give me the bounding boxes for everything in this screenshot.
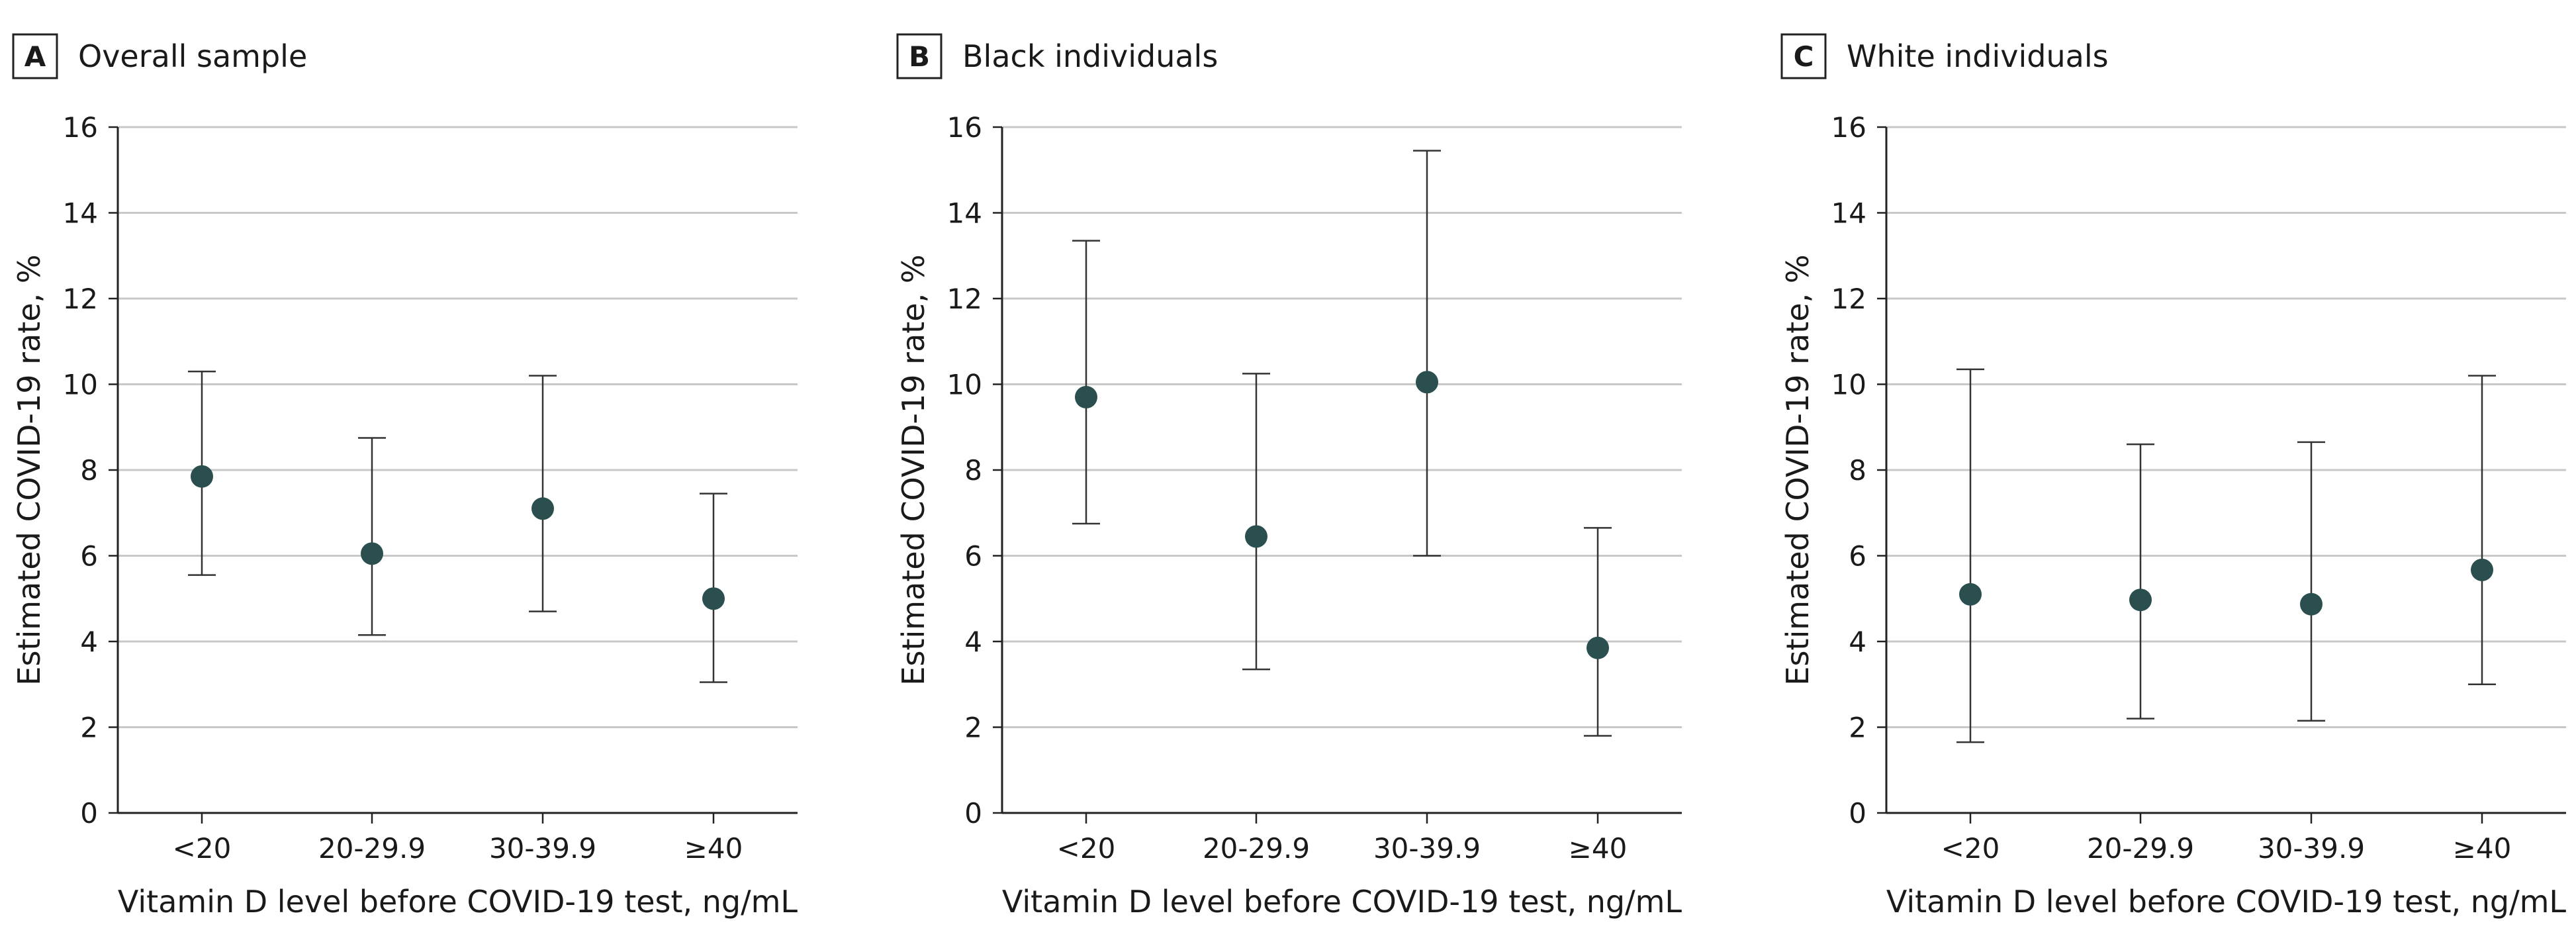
y-tick-label: 2 <box>1849 712 1866 744</box>
y-tick-label: 6 <box>964 540 982 573</box>
data-point <box>531 497 554 520</box>
x-tick-label: 20-29.9 <box>318 832 426 865</box>
x-tick-label: 30-39.9 <box>489 832 596 865</box>
data-point <box>1245 525 1267 548</box>
y-axis-label: Estimated COVID-19 rate, % <box>11 254 47 685</box>
x-tick-label: <20 <box>173 832 232 865</box>
panel-letter: C <box>1794 40 1814 73</box>
y-tick-label: 4 <box>80 626 98 658</box>
panel-letter-box <box>896 33 943 79</box>
x-tick-label: 20-29.9 <box>2087 832 2194 865</box>
x-tick-label: ≥40 <box>2453 832 2512 865</box>
x-tick-label: <20 <box>1941 832 2000 865</box>
chart-panel-b: B Black individuals 0 2 4 6 8 10 12 14 16 <20 20-29.… <box>896 33 1682 920</box>
y-tick-label: 14 <box>1831 197 1866 230</box>
y-tick-label: 6 <box>1849 540 1866 573</box>
y-tick-label: 10 <box>947 369 982 401</box>
y-tick-label: 4 <box>1849 626 1866 658</box>
data-point <box>1075 385 1097 408</box>
y-tick-label: 6 <box>80 540 98 573</box>
y-tick-label: 0 <box>964 797 982 829</box>
y-tick-label: 0 <box>80 797 98 829</box>
data-point <box>191 465 213 488</box>
y-tick-label: 8 <box>80 454 98 487</box>
chart-panel-a: A Overall sample 0 2 4 6 8 10 12 14 16 <20 20-29.9 30… <box>11 33 798 920</box>
y-axis-label: Estimated COVID-19 rate, % <box>896 254 931 685</box>
panel-title: White individuals <box>1847 38 2109 74</box>
y-tick-label: 12 <box>1831 283 1866 315</box>
y-tick-label: 8 <box>1849 454 1866 487</box>
x-axis-label: Vitamin D level before COVID-19 test, ng… <box>1002 884 1682 920</box>
y-tick-label: 10 <box>63 369 98 401</box>
x-axis-label: Vitamin D level before COVID-19 test, ng… <box>118 884 798 920</box>
panel-letter: B <box>909 40 930 73</box>
data-point <box>2471 558 2493 581</box>
data-point <box>702 587 725 610</box>
data-point <box>1416 371 1438 394</box>
y-tick-label: 16 <box>63 111 98 144</box>
chart-panel-c: C White individuals 0 2 4 6 8 10 12 14 16 <20 20-29.… <box>1780 33 2567 920</box>
x-tick-label: 30-39.9 <box>1373 832 1481 865</box>
y-tick-label: 8 <box>964 454 982 487</box>
x-tick-label: ≥40 <box>1569 832 1628 865</box>
panel-title: Overall sample <box>78 38 307 74</box>
y-tick-label: 2 <box>964 712 982 744</box>
y-tick-label: 12 <box>63 283 98 315</box>
x-axis-label: Vitamin D level before COVID-19 test, ng… <box>1886 884 2567 920</box>
y-tick-label: 16 <box>947 111 982 144</box>
panel-letter-box <box>12 33 58 79</box>
x-tick-label: 20-29.9 <box>1203 832 1310 865</box>
x-tick-label: ≥40 <box>684 832 743 865</box>
y-axis-label: Estimated COVID-19 rate, % <box>1780 254 1816 685</box>
y-tick-label: 14 <box>947 197 982 230</box>
panel-letter: A <box>24 40 46 73</box>
panel-letter-box <box>1780 33 1827 79</box>
y-tick-label: 14 <box>63 197 98 230</box>
data-point <box>1587 636 1609 659</box>
y-tick-label: 16 <box>1831 111 1866 144</box>
x-tick-label: 30-39.9 <box>2258 832 2365 865</box>
y-tick-label: 4 <box>964 626 982 658</box>
y-tick-label: 12 <box>947 283 982 315</box>
y-tick-label: 2 <box>80 712 98 744</box>
y-tick-label: 0 <box>1849 797 1866 829</box>
y-tick-label: 10 <box>1831 369 1866 401</box>
panel-title: Black individuals <box>962 38 1218 74</box>
x-tick-label: <20 <box>1057 832 1116 865</box>
data-point <box>2300 592 2323 616</box>
data-point <box>1959 583 1982 606</box>
data-point <box>2129 589 2152 612</box>
data-point <box>361 542 383 565</box>
